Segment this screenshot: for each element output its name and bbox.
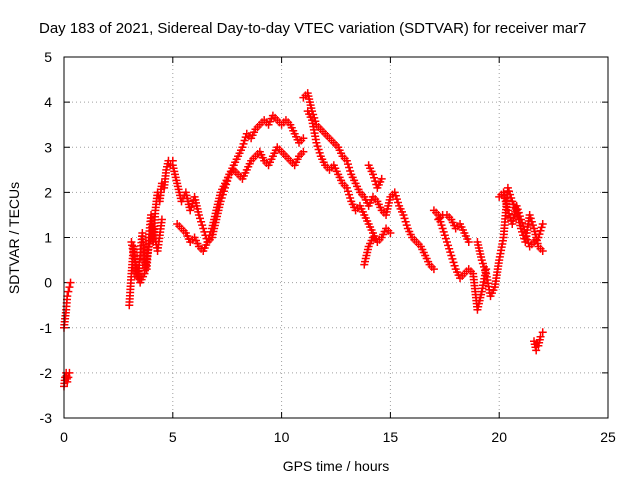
x-tick-label: 25 [600, 429, 616, 445]
data-point [299, 134, 308, 143]
x-tick-label: 5 [169, 429, 177, 445]
x-tick-label: 0 [60, 429, 68, 445]
data-point [538, 219, 547, 228]
x-tick-label: 20 [491, 429, 507, 445]
data-point [538, 247, 547, 256]
data-point [464, 238, 473, 247]
chart-title: Day 183 of 2021, Sidereal Day-to-day VTE… [39, 20, 586, 37]
y-tick-label: 1 [44, 230, 52, 246]
data-point [66, 278, 75, 287]
plot-frame [63, 56, 609, 419]
data-point [532, 346, 541, 355]
y-tick-label: -3 [40, 410, 53, 426]
data-point [63, 292, 72, 301]
y-axis-label: SDTVAR / TECUs [6, 182, 22, 294]
y-tick-label: 4 [44, 94, 52, 110]
y-tick-label: 0 [44, 275, 52, 291]
y-tick-label: -2 [40, 365, 53, 381]
x-tick-label: 10 [274, 429, 290, 445]
data-point [429, 265, 438, 274]
y-tick-label: -1 [40, 320, 53, 336]
y-tick-label: 5 [44, 49, 52, 65]
data-point [64, 287, 73, 296]
data-point [368, 233, 377, 242]
data-point [377, 174, 386, 183]
data-point [64, 373, 73, 382]
data-point [299, 147, 308, 156]
data-points [60, 89, 547, 391]
y-tick-label: 2 [44, 184, 52, 200]
y-tick-label: 3 [44, 139, 52, 155]
data-point [63, 377, 72, 386]
data-point [65, 368, 74, 377]
data-point [65, 283, 74, 292]
x-axis-label: GPS time / hours [283, 458, 390, 474]
data-point [536, 332, 545, 341]
x-tick-label: 15 [383, 429, 399, 445]
data-point [538, 328, 547, 337]
data-point [157, 215, 166, 224]
data-point [386, 228, 395, 237]
